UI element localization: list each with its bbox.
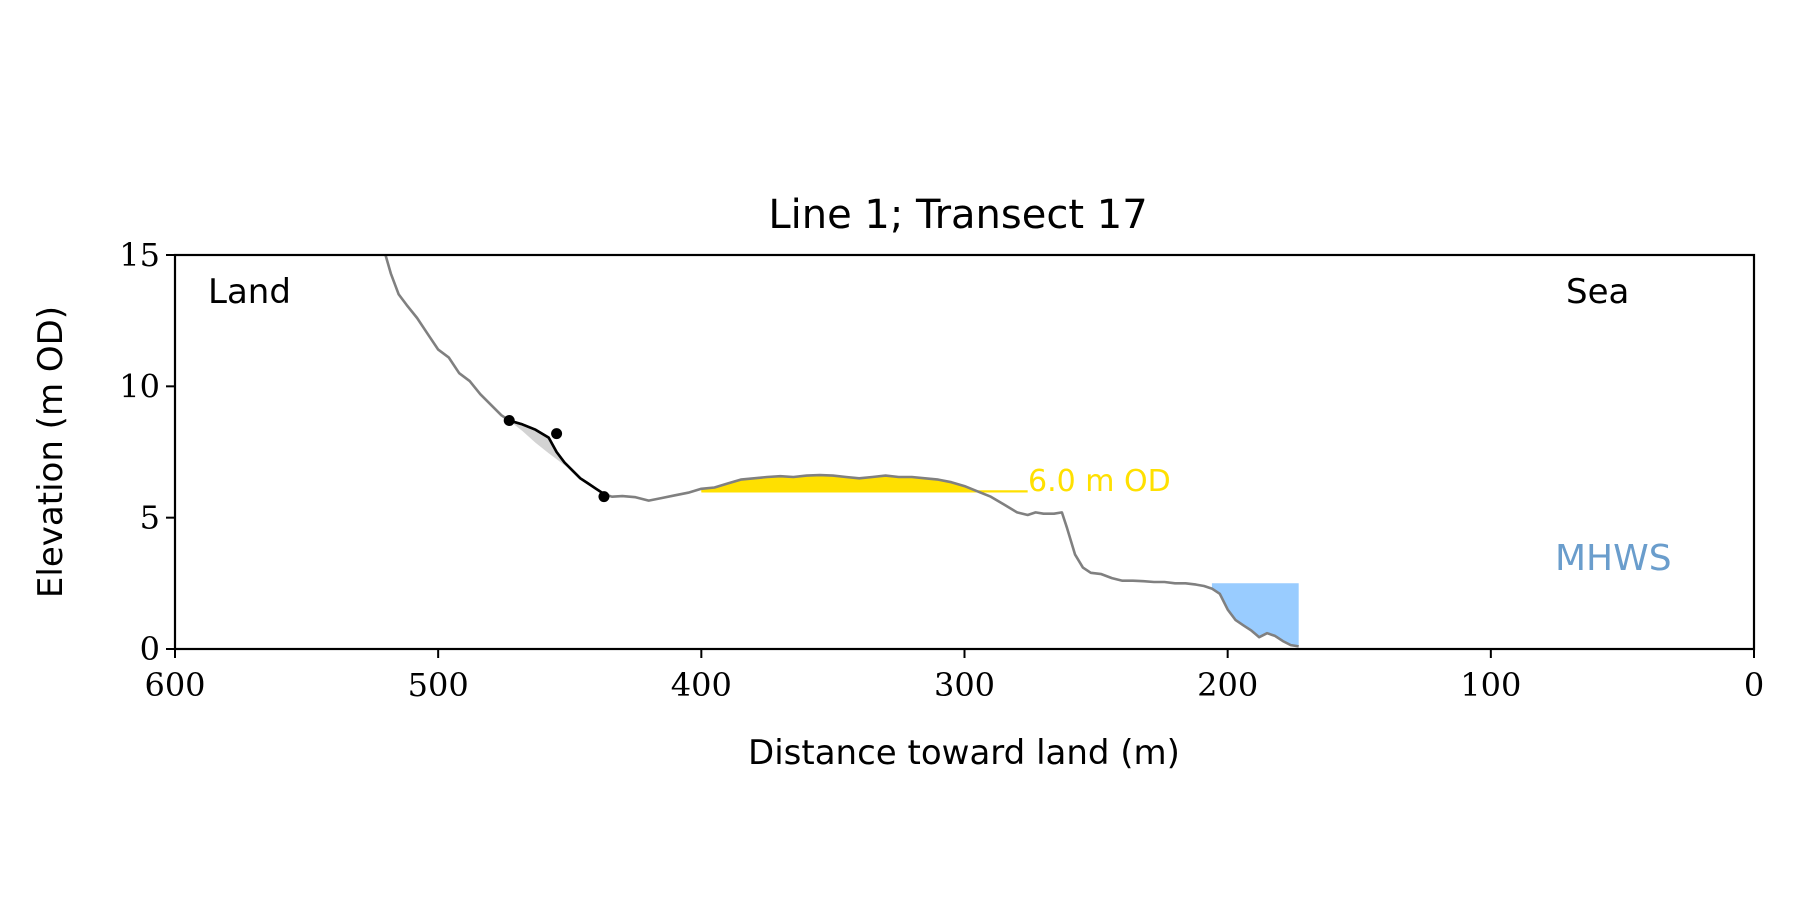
cliff-marker-point: [503, 414, 515, 426]
elevation-profile-line: [384, 255, 1299, 648]
y-tick-label: 5: [140, 499, 160, 537]
x-tick-label: 400: [671, 666, 732, 704]
x-axis-ticks: 600 500 400 300 200 100 0: [144, 649, 1764, 704]
plot-area: [384, 255, 1299, 648]
land-annotation: Land: [208, 272, 291, 312]
x-tick-label: 100: [1460, 666, 1521, 704]
threshold-annotation: 6.0 m OD: [1028, 464, 1171, 499]
sea-annotation: Sea: [1566, 272, 1629, 312]
chart-title: Line 1; Transect 17: [768, 192, 1147, 238]
y-tick-label: 15: [119, 236, 160, 274]
x-axis-label: Distance toward land (m): [748, 733, 1180, 773]
cliff-face-line: [508, 419, 605, 496]
mhws-area: [1211, 583, 1299, 647]
cliff-marker-point: [598, 491, 610, 503]
y-axis-ticks: 0 5 10 15: [119, 236, 175, 668]
axes-frame: [173, 253, 1756, 651]
x-tick-label: 500: [408, 666, 469, 704]
x-tick-label: 600: [144, 666, 205, 704]
x-tick-label: 300: [934, 666, 995, 704]
cliff-marker-point: [551, 428, 563, 440]
cliff-slump-area: [509, 420, 604, 494]
plot-content: [384, 255, 1299, 648]
x-tick-label: 0: [1744, 666, 1764, 704]
y-tick-label: 0: [140, 630, 160, 668]
volume-above-threshold-area: [701, 475, 978, 492]
mhws-annotation: MHWS: [1555, 538, 1672, 579]
y-tick-label: 10: [119, 367, 160, 405]
x-tick-label: 200: [1197, 666, 1258, 704]
y-axis-label: Elevation (m OD): [31, 306, 71, 598]
